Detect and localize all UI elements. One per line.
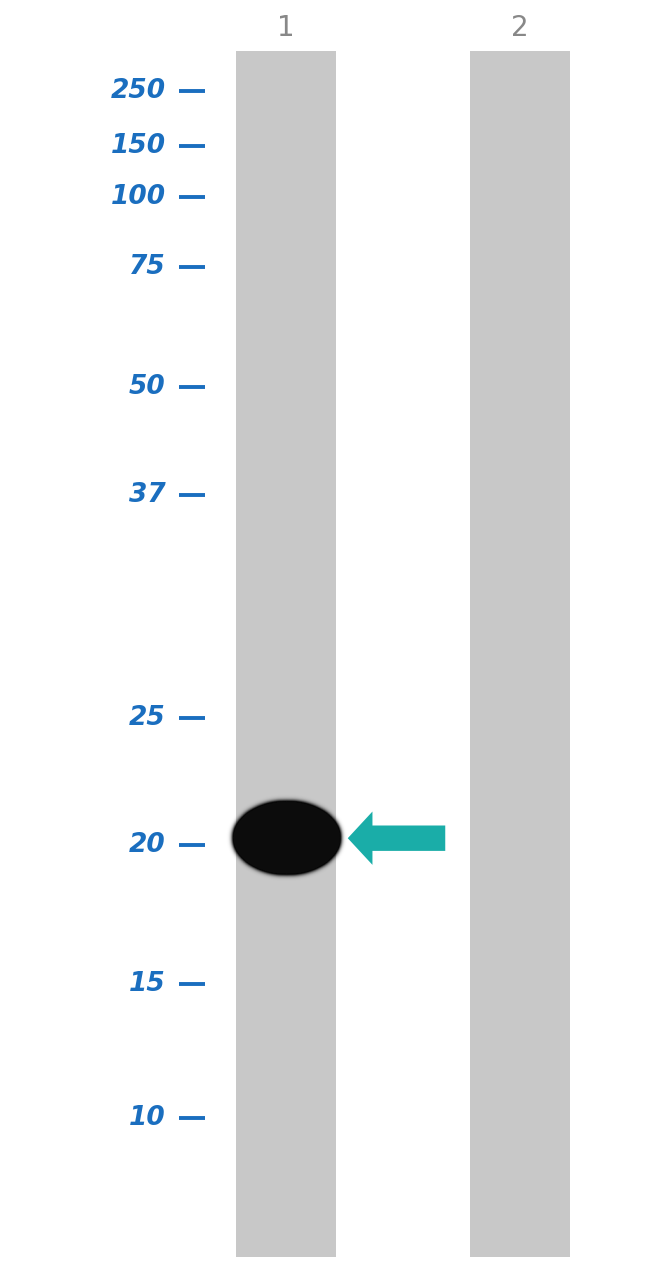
Text: 2: 2 [511,14,529,42]
Text: 10: 10 [129,1105,166,1130]
Text: 25: 25 [129,705,166,730]
Text: 50: 50 [129,375,166,400]
Text: 250: 250 [111,79,166,104]
Text: 20: 20 [129,832,166,857]
Bar [235,51,337,1257]
Text: 75: 75 [129,254,166,279]
Text: 1: 1 [277,14,295,42]
Bar [469,51,571,1257]
Text: 37: 37 [129,483,166,508]
Text: 150: 150 [111,133,166,159]
FancyArrow shape [348,812,445,865]
Text: 100: 100 [111,184,166,210]
Text: 15: 15 [129,972,166,997]
